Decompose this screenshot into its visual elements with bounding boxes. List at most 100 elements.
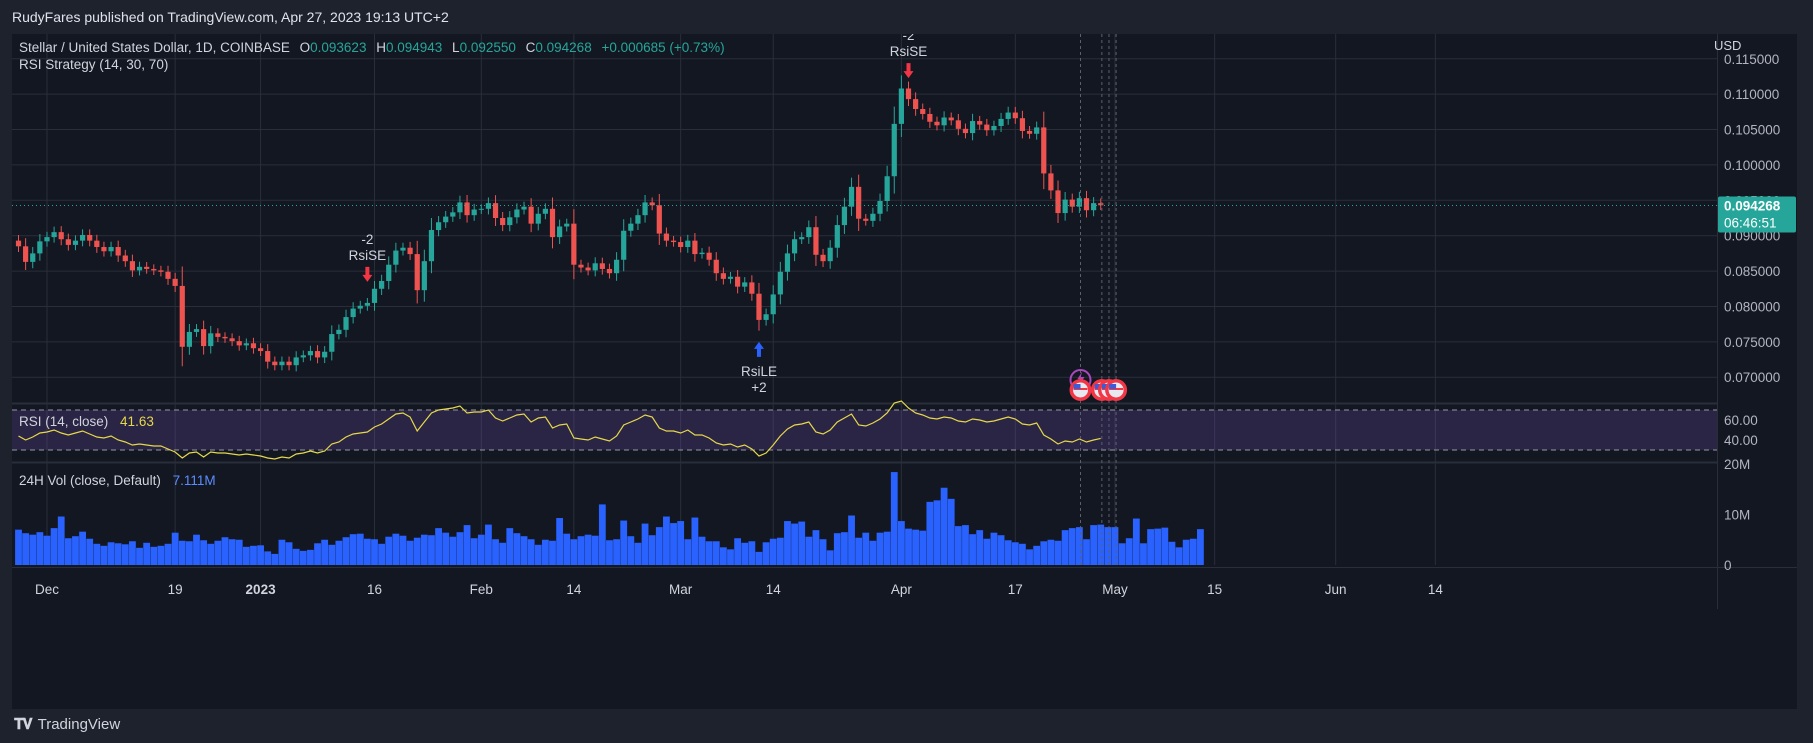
candle[interactable]	[913, 92, 919, 116]
candle[interactable]	[357, 300, 363, 314]
candle[interactable]	[15, 234, 22, 252]
candle-body[interactable]	[122, 255, 128, 262]
candle[interactable]	[94, 234, 100, 253]
volume-bar[interactable]	[591, 535, 599, 565]
candle-body[interactable]	[713, 259, 719, 274]
candle[interactable]	[770, 285, 776, 324]
volume-bar[interactable]	[606, 540, 613, 565]
candle-body[interactable]	[44, 237, 50, 242]
candle-body[interactable]	[592, 263, 598, 271]
volume-bar[interactable]	[513, 533, 521, 565]
candle[interactable]	[108, 241, 114, 257]
candle-body[interactable]	[179, 285, 185, 347]
candle[interactable]	[65, 233, 71, 251]
volume-bar[interactable]	[719, 547, 727, 565]
volume-bar[interactable]	[933, 500, 941, 565]
rsi-line[interactable]	[18, 400, 1101, 460]
candle-body[interactable]	[1026, 130, 1033, 134]
candle-body[interactable]	[763, 314, 769, 320]
candle[interactable]	[30, 247, 36, 269]
candle[interactable]	[101, 241, 107, 257]
candle[interactable]	[464, 195, 470, 223]
volume-bar[interactable]	[677, 521, 685, 565]
candle[interactable]	[564, 218, 570, 232]
candle-body[interactable]	[585, 267, 591, 271]
volume-bar[interactable]	[1175, 547, 1183, 565]
candle[interactable]	[58, 226, 64, 246]
candle-body[interactable]	[834, 225, 840, 248]
candle-body[interactable]	[243, 343, 249, 346]
candle[interactable]	[450, 207, 456, 222]
candle-body[interactable]	[507, 217, 513, 226]
candle[interactable]	[393, 242, 399, 273]
candle-body[interactable]	[279, 361, 285, 366]
candle-body[interactable]	[229, 338, 235, 342]
volume-bar[interactable]	[463, 525, 471, 565]
candle-body[interactable]	[685, 240, 691, 248]
volume-bar[interactable]	[321, 539, 329, 565]
volume-bar[interactable]	[1090, 525, 1098, 565]
candle[interactable]	[165, 265, 171, 285]
candle[interactable]	[1041, 111, 1047, 190]
candle[interactable]	[891, 106, 897, 194]
volume-bar[interactable]	[663, 516, 670, 565]
volume-bar[interactable]	[193, 534, 200, 565]
candle-body[interactable]	[777, 271, 783, 295]
candle-body[interactable]	[791, 239, 798, 254]
candle[interactable]	[763, 308, 769, 326]
volume-bar[interactable]	[741, 542, 749, 565]
volume-bar[interactable]	[584, 534, 592, 565]
volume-bar[interactable]	[499, 542, 507, 565]
candle-body[interactable]	[151, 268, 157, 271]
candle[interactable]	[642, 195, 648, 223]
volume-bar[interactable]	[1068, 528, 1076, 565]
candle-body[interactable]	[443, 216, 449, 223]
volume-bar[interactable]	[435, 528, 442, 565]
candle[interactable]	[514, 203, 520, 224]
volume-bar[interactable]	[50, 528, 58, 565]
candle-body[interactable]	[749, 282, 755, 294]
volume-bar[interactable]	[1161, 527, 1169, 565]
candle[interactable]	[158, 265, 164, 277]
candle-body[interactable]	[898, 88, 904, 124]
candle-body[interactable]	[250, 343, 257, 349]
volume-bar[interactable]	[1047, 539, 1055, 565]
candle-body[interactable]	[549, 208, 556, 238]
candle-body[interactable]	[955, 120, 961, 129]
candle-body[interactable]	[856, 186, 862, 219]
candle[interactable]	[735, 270, 741, 294]
volume-bar[interactable]	[72, 536, 79, 565]
event-markers[interactable]	[1069, 34, 1128, 565]
candle[interactable]	[856, 174, 862, 231]
volume-bar[interactable]	[620, 520, 628, 565]
candle[interactable]	[606, 263, 613, 279]
candle[interactable]	[400, 242, 406, 256]
volume-bar[interactable]	[157, 545, 165, 565]
candle-body[interactable]	[222, 336, 228, 339]
candle-body[interactable]	[471, 209, 477, 216]
candle-body[interactable]	[913, 99, 919, 110]
volume-bar[interactable]	[947, 498, 955, 565]
candle-body[interactable]	[393, 250, 399, 265]
candle-body[interactable]	[350, 308, 356, 318]
candle-body[interactable]	[51, 232, 57, 238]
candle-body[interactable]	[500, 218, 506, 226]
candle[interactable]	[635, 208, 641, 231]
volume-bar[interactable]	[57, 516, 65, 565]
candle[interactable]	[1048, 164, 1054, 199]
candle[interactable]	[222, 332, 228, 343]
candle-body[interactable]	[201, 329, 207, 347]
volume-bar[interactable]	[378, 543, 386, 565]
volume-bar[interactable]	[1189, 538, 1197, 565]
candle[interactable]	[51, 226, 57, 243]
volume-bar[interactable]	[371, 539, 378, 565]
candle-body[interactable]	[464, 202, 470, 216]
volume-bar[interactable]	[940, 487, 948, 565]
candle-body[interactable]	[1069, 199, 1075, 207]
volume-bar[interactable]	[897, 521, 905, 565]
candle-body[interactable]	[236, 341, 242, 346]
candle[interactable]	[777, 261, 783, 305]
volume-bar[interactable]	[250, 545, 257, 565]
candle-body[interactable]	[941, 117, 947, 126]
candle[interactable]	[1076, 191, 1082, 214]
